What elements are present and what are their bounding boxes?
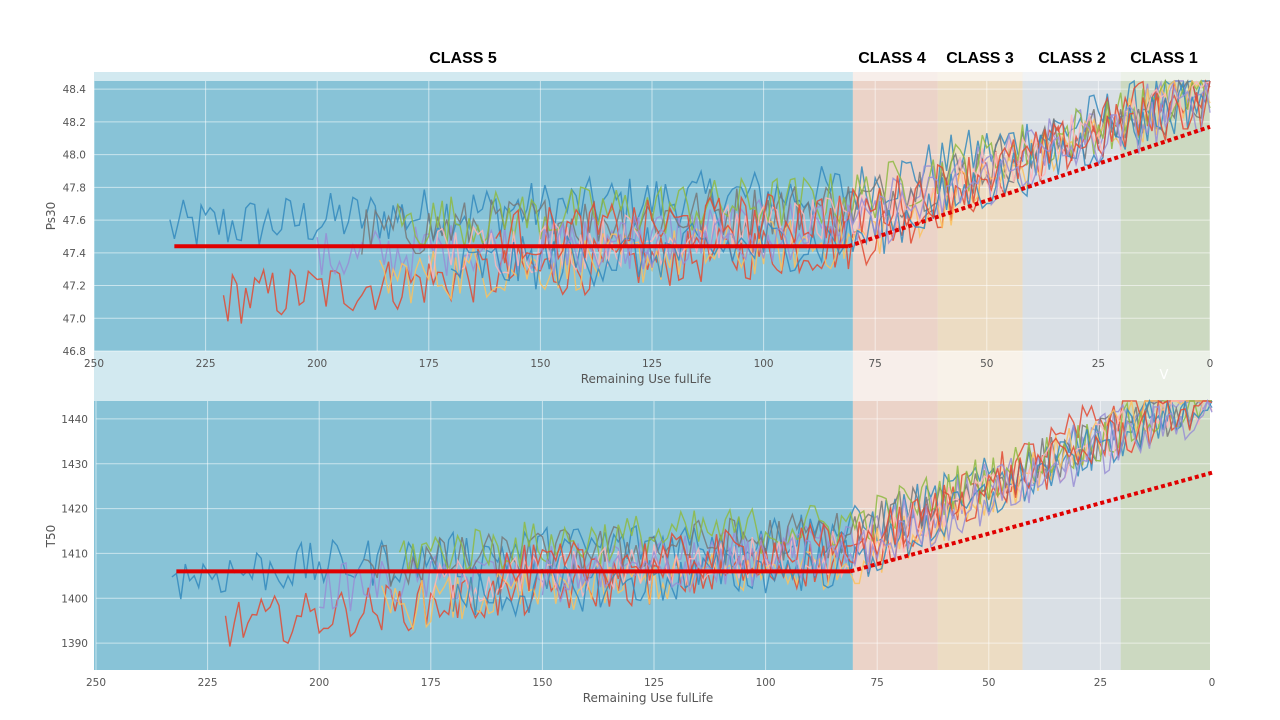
x-tick-label: 200 [309,677,329,689]
class-label-2: CLASS 2 [1038,50,1106,67]
x-tick-label: 125 [644,677,664,689]
class-label-1: CLASS 1 [1130,50,1198,67]
y-tick-label: 48.0 [63,150,86,162]
x-tick-label: 75 [871,677,884,689]
y-tick-label: 48.2 [63,117,86,129]
series-line-7 [452,398,1213,618]
series-line-9 [541,398,1213,603]
class-label-4: CLASS 4 [858,50,926,67]
y-tick-label: 1410 [61,548,88,560]
x-tick-label: 250 [84,358,104,370]
series-line-5 [396,78,1211,248]
x-axis-label: Remaining Use fulLife [581,372,712,386]
x-tick-label: 250 [86,677,106,689]
y-tick-label: 46.8 [63,346,86,358]
y-tick-label: 47.4 [63,248,87,260]
series-line-0 [169,79,1210,246]
series-line-5 [398,400,1212,574]
y-tick-label: 47.6 [63,215,87,227]
series-line-2 [319,399,1212,612]
x-tick-label: 100 [754,358,774,370]
y-tick-label: 47.2 [63,281,86,293]
x-tick-label: 150 [532,677,552,689]
x-tick-label: 175 [419,358,439,370]
x-tick-label: 0 [1209,677,1216,689]
x-tick-label: 50 [980,358,993,370]
x-tick-label: 175 [421,677,441,689]
x-tick-label: 125 [642,358,662,370]
y-tick-label: 1420 [61,504,88,516]
x-tick-label: 150 [530,358,550,370]
x-tick-label: 225 [196,358,216,370]
stray-mark: V [1160,368,1169,383]
x-tick-label: 200 [307,358,327,370]
y-axis-label: T50 [44,525,58,549]
y-tick-label: 1400 [61,593,88,605]
x-tick-label: 0 [1207,358,1214,370]
y-tick-label: 47.8 [63,182,86,194]
rising-trend-line [847,124,1211,249]
t50-panel: 250 225 200 175 150 125 100 75 50 25 0139014001410… [44,398,1216,705]
class-band-1-panel-1 [1120,401,1210,670]
series-line-3 [363,399,1212,587]
x-tick-label: 100 [756,677,776,689]
ps30-panel: 250 225 200 175 150 125 100 75 50 25 046.847.047.2… [44,78,1214,386]
y-tick-label: 1440 [61,414,88,426]
x-tick-label: 25 [1092,358,1105,370]
class-label-5: CLASS 5 [429,50,497,67]
y-tick-label: 1430 [61,459,88,471]
x-axis-label: Remaining Use fulLife [583,691,714,705]
series-line-9 [539,82,1211,276]
y-tick-label: 48.4 [63,84,87,96]
x-tick-label: 75 [869,358,882,370]
y-axis-label: Ps30 [44,202,58,231]
class-labels: CLASS 5 CLASS 4 CLASS 3 CLASS 2 CLASS 1 [429,50,1198,67]
x-tick-label: 50 [982,677,995,689]
y-tick-label: 47.0 [63,313,86,325]
x-tick-label: 225 [198,677,218,689]
x-tick-label: 25 [1094,677,1107,689]
y-tick-label: 1390 [61,638,88,650]
class-label-3: CLASS 3 [946,50,1014,67]
